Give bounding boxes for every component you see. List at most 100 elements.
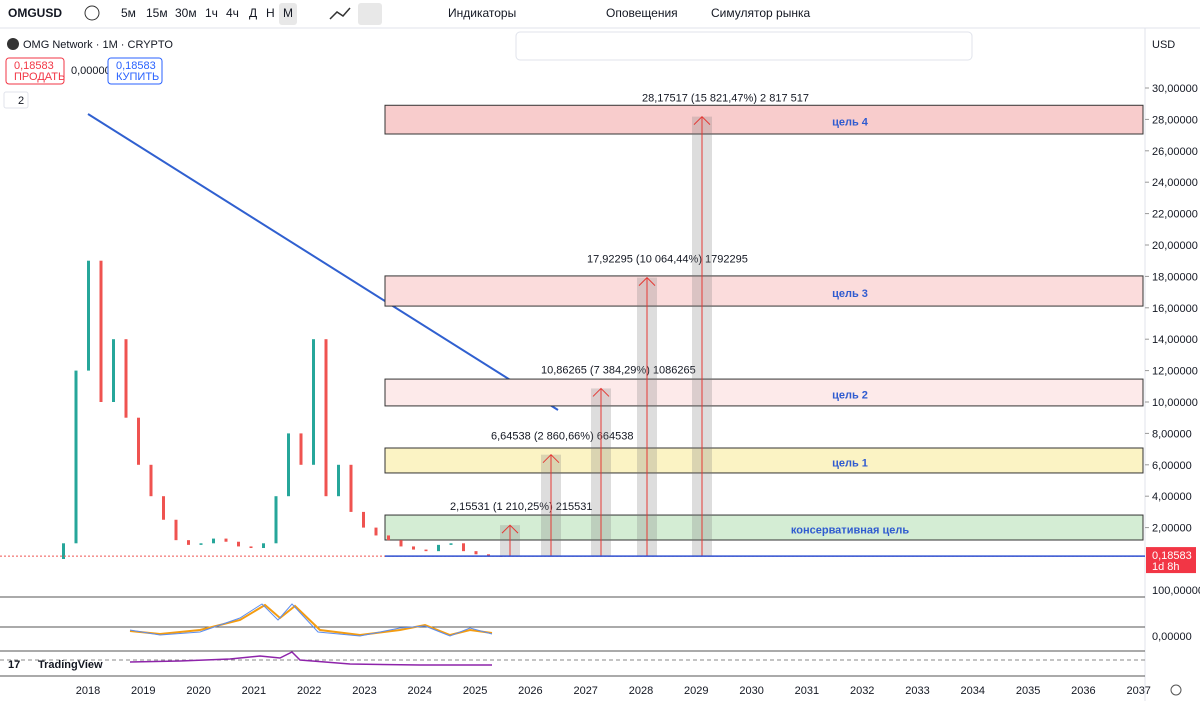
candle — [124, 339, 128, 418]
target-label: консервативная цель — [791, 525, 909, 537]
year-label: 2031 — [795, 685, 819, 697]
sell-button[interactable] — [5, 57, 65, 85]
indicator-count: 2 — [18, 95, 24, 107]
year-label: 2033 — [905, 685, 929, 697]
arrow-head — [693, 115, 711, 126]
year-label: 2022 — [297, 685, 321, 697]
arrow-head — [592, 387, 610, 397]
legend-title: OMG Network · 1M · CRYPTO — [23, 39, 173, 51]
alerts[interactable]: Оповещения — [606, 6, 678, 20]
candle — [274, 496, 278, 544]
year-label: 2030 — [739, 685, 763, 697]
candle — [487, 554, 490, 556]
candle — [399, 540, 403, 547]
price-tick-label: 20,00000 — [1152, 240, 1198, 252]
pane-upper-label: 100,00000 — [1152, 585, 1200, 597]
interval[interactable]: 4ч — [226, 6, 239, 20]
interval[interactable]: 1ч — [205, 6, 218, 20]
target-zone — [384, 104, 1144, 135]
year-label: 2026 — [518, 685, 542, 697]
year-label: 2029 — [684, 685, 708, 697]
last-price-label: 0,18583 — [1152, 550, 1192, 562]
candle — [424, 549, 428, 552]
settings[interactable] — [1170, 684, 1182, 696]
interval[interactable]: М — [283, 6, 293, 20]
candle — [249, 546, 253, 549]
interval[interactable]: 15м — [146, 6, 168, 20]
buy-label: КУПИТЬ — [116, 71, 159, 83]
year-label: 2035 — [1016, 685, 1040, 697]
chart-type[interactable] — [329, 7, 351, 20]
candle — [262, 543, 265, 549]
measure-label: 28,17517 (15 821,47%) 2 817 517 — [642, 93, 809, 105]
year-label: 2025 — [463, 685, 487, 697]
price-tick-label: 28,00000 — [1152, 114, 1198, 126]
symbol-logo — [7, 38, 19, 50]
measure-label: 10,86265 (7 384,29%) 1086265 — [541, 364, 696, 376]
oscillator-signal — [129, 603, 493, 637]
year-label: 2028 — [629, 685, 653, 697]
arrow-head — [638, 276, 656, 286]
year-label: 2023 — [352, 685, 376, 697]
spread: 0,00000 — [71, 65, 111, 77]
trend-line — [87, 113, 559, 411]
interval[interactable]: 30м — [175, 6, 197, 20]
price-tick-label: 10,00000 — [1152, 397, 1198, 409]
candle — [62, 543, 65, 559]
price-tick-label: 26,00000 — [1152, 146, 1198, 158]
symbol[interactable]: OMGUSD — [8, 6, 62, 20]
interval[interactable]: 5м — [121, 6, 136, 20]
year-label: 2021 — [242, 685, 266, 697]
target-zone — [384, 514, 1144, 541]
candle — [362, 511, 365, 528]
candle — [162, 496, 165, 520]
candle — [287, 433, 290, 497]
price-tick-label: 4,00000 — [1152, 491, 1192, 503]
target-zone — [384, 447, 1144, 474]
year-label: 2036 — [1071, 685, 1095, 697]
simulator[interactable]: Симулятор рынка — [711, 6, 810, 20]
candle — [99, 260, 103, 402]
currency[interactable]: USD — [1152, 39, 1175, 51]
candle — [187, 540, 190, 545]
candle — [312, 339, 315, 465]
price-tick-label: 16,00000 — [1152, 303, 1198, 315]
collapse-button[interactable] — [3, 91, 29, 109]
interval[interactable]: Н — [266, 6, 275, 20]
candle — [349, 464, 353, 512]
brand-logo: 17 — [8, 659, 20, 671]
target-label: цель 1 — [832, 457, 868, 469]
countdown: 1d 8h — [1152, 561, 1180, 573]
measure-label: 17,92295 (10 064,44%) 1792295 — [587, 254, 748, 266]
interval[interactable]: Д — [249, 6, 257, 20]
year-label: 2018 — [76, 685, 100, 697]
buy-button[interactable] — [107, 57, 163, 85]
price-tick-label: 30,00000 — [1152, 83, 1198, 95]
candle — [474, 551, 478, 555]
price-tick-label: 12,00000 — [1152, 366, 1198, 378]
toolbar — [0, 0, 1200, 28]
candle — [224, 538, 228, 542]
measure-label: 6,64538 (2 860,66%) 664538 — [491, 431, 634, 443]
pane-lower-label: 0,00000 — [1152, 631, 1192, 643]
year-label: 2019 — [131, 685, 155, 697]
price-tick-label: 2,00000 — [1152, 523, 1192, 535]
price-tick-label: 8,00000 — [1152, 428, 1192, 440]
target-zone — [384, 275, 1144, 307]
candle — [137, 417, 140, 465]
candle — [74, 370, 78, 544]
year-label: 2034 — [961, 685, 985, 697]
candle — [462, 543, 465, 552]
sell-label: ПРОДАТЬ — [14, 71, 65, 83]
arrow-head — [501, 524, 519, 534]
add-symbol[interactable] — [84, 5, 100, 21]
candle — [87, 260, 90, 371]
indicators[interactable]: Индикаторы — [448, 6, 516, 20]
candle — [324, 339, 328, 497]
candle — [212, 538, 215, 544]
candle-type[interactable] — [358, 3, 382, 25]
candle — [374, 527, 378, 536]
brand: TradingView — [38, 659, 103, 671]
